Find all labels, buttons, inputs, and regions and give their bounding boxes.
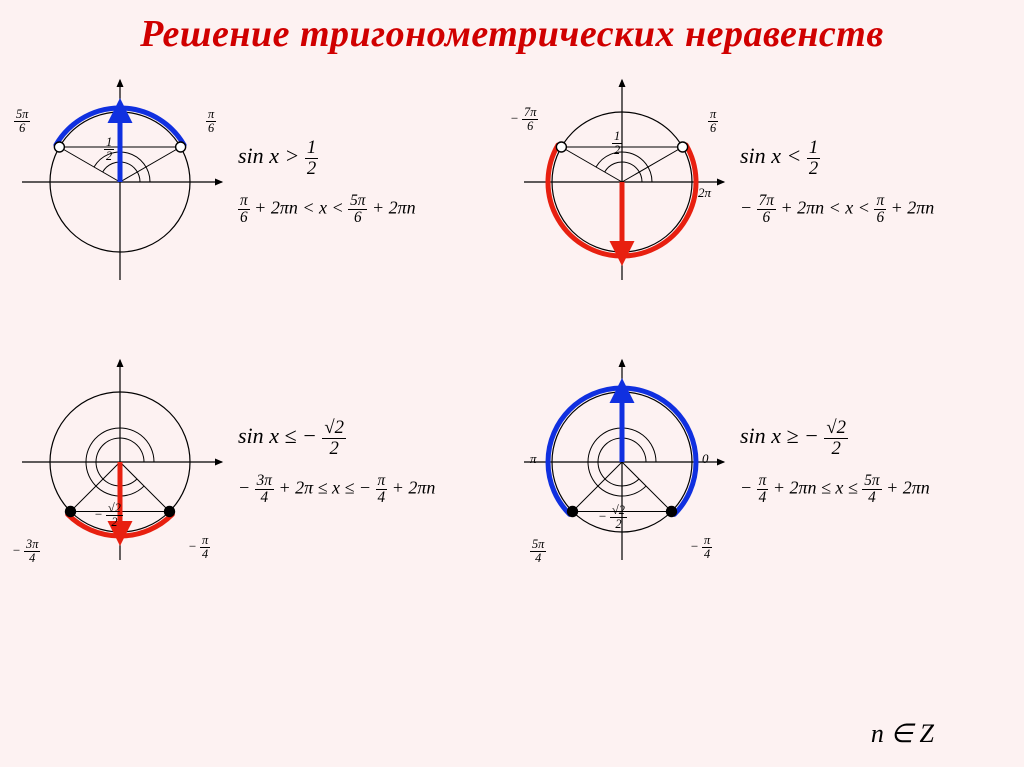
- inequality-1: sin x > 12: [238, 138, 416, 178]
- panel-4: 5π4 − π4 − √22 π 0 sin x ≥ − √22 − π4 + 2πn …: [512, 352, 1014, 572]
- inequality-4: sin x ≥ − √22: [740, 418, 930, 458]
- panel-2: − 7π6 π6 12 2π sin x < 12 − 7π6 + 2πn < x <…: [512, 72, 1014, 292]
- diagram-label: − √22: [598, 504, 627, 531]
- formulas-2: sin x < 12 − 7π6 + 2πn < x < π6 + 2πn: [732, 138, 934, 225]
- footer: n ∈ Z: [871, 719, 934, 749]
- diagram-label: − 7π6: [510, 106, 538, 133]
- diagram-3: − √22 − 3π4 − π4: [10, 352, 230, 572]
- diagram-label: π: [530, 452, 537, 465]
- inequality-2: sin x < 12: [740, 138, 934, 178]
- diagram-label: 12: [612, 130, 622, 157]
- diagram-label: 5π6: [14, 108, 30, 135]
- diagram-label: π6: [206, 108, 216, 135]
- diagram-label: 0: [702, 452, 709, 465]
- solution-4: − π4 + 2πn ≤ x ≤ 5π4 + 2πn: [740, 473, 930, 506]
- solution-3: − 3π4 + 2π ≤ x ≤ − π4 + 2πn: [238, 473, 435, 506]
- panel-3: − √22 − 3π4 − π4 sin x ≤ − √22 − 3π4 + 2π …: [10, 352, 512, 572]
- inequality-3: sin x ≤ − √22: [238, 418, 435, 458]
- formulas-4: sin x ≥ − √22 − π4 + 2πn ≤ x ≤ 5π4 + 2πn: [732, 418, 930, 505]
- diagram-label: 2π: [698, 186, 711, 199]
- diagram-label: − √22: [94, 502, 123, 529]
- formulas-3: sin x ≤ − √22 − 3π4 + 2π ≤ x ≤ − π4 + 2π…: [230, 418, 435, 505]
- diagram-4: 5π4 − π4 − √22 π 0: [512, 352, 732, 572]
- formulas-1: sin x > 12 π6 + 2πn < x < 5π6 + 2πn: [230, 138, 416, 225]
- diagram-2: − 7π6 π6 12 2π: [512, 72, 732, 292]
- panel-grid: 5π6 π6 12 sin x > 12 π6 + 2πn < x < 5π6 + …: [10, 72, 1014, 572]
- diagram-label: − π4: [188, 534, 210, 561]
- solution-2: − 7π6 + 2πn < x < π6 + 2πn: [740, 193, 934, 226]
- diagram-label: − π4: [690, 534, 712, 561]
- diagram-label: π6: [708, 108, 718, 135]
- diagram-label: 12: [104, 136, 114, 163]
- page-title: Решение тригонометрических неравенств: [0, 0, 1024, 56]
- diagram-1: 5π6 π6 12: [10, 72, 230, 292]
- diagram-label: 5π4: [530, 538, 546, 565]
- diagram-label: − 3π4: [12, 538, 40, 565]
- solution-1: π6 + 2πn < x < 5π6 + 2πn: [238, 193, 416, 226]
- panel-1: 5π6 π6 12 sin x > 12 π6 + 2πn < x < 5π6 + …: [10, 72, 512, 292]
